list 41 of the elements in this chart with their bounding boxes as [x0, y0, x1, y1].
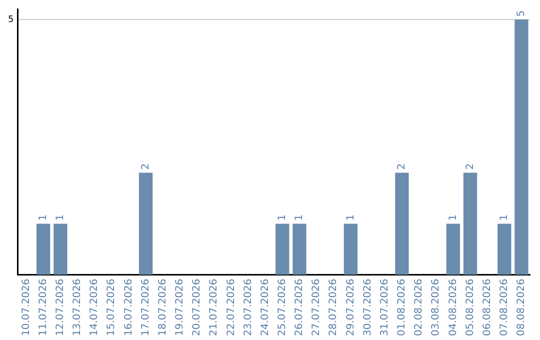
x-tick-label: 28.07.2026 [328, 278, 340, 336]
x-tick-label: 25.07.2026 [276, 278, 288, 336]
x-tick-label: 12.07.2026 [55, 278, 66, 336]
data-label: 5 [516, 10, 528, 17]
data-label: 1 [294, 214, 306, 221]
data-label: 2 [140, 163, 152, 170]
data-label: 1 [38, 214, 49, 221]
x-tick-label: 06.08.2026 [482, 278, 493, 336]
x-tick-label: 20.07.2026 [192, 278, 203, 336]
x-tick-label: 19.07.2026 [174, 278, 186, 336]
x-tick-label: 27.07.2026 [311, 278, 322, 336]
x-tick-label: 16.07.2026 [123, 278, 134, 336]
x-tick-label: 29.07.2026 [345, 278, 356, 336]
x-tick-label: 07.08.2026 [498, 278, 510, 336]
x-tick-label: 08.08.2026 [516, 278, 528, 336]
x-tick-label: 31.07.2026 [379, 278, 390, 336]
data-label: 1 [55, 214, 66, 221]
x-tick-label: 01.08.2026 [396, 278, 408, 336]
x-tick-label: 17.07.2026 [140, 278, 152, 336]
data-label: 1 [276, 214, 288, 221]
x-tick-label: 30.07.2026 [362, 278, 374, 336]
x-tick-label: 02.08.2026 [414, 278, 425, 336]
x-tick-label: 21.07.2026 [208, 278, 220, 336]
x-tick-label: 13.07.2026 [72, 278, 84, 336]
data-label: 1 [498, 214, 510, 221]
x-tick-label: 11.07.2026 [38, 278, 49, 336]
x-tick-label: 22.07.2026 [226, 278, 237, 336]
x-tick-label: 23.07.2026 [242, 278, 254, 336]
data-label: 2 [464, 163, 476, 170]
x-tick-label: 10.07.2026 [20, 278, 32, 336]
x-tick-label: 24.07.2026 [260, 278, 271, 336]
x-tick-label: 26.07.2026 [294, 278, 306, 336]
x-tick-label: 04.08.2026 [448, 278, 459, 336]
x-tick-label: 03.08.2026 [430, 278, 442, 336]
data-label: 1 [448, 214, 459, 221]
x-tick-label: 18.07.2026 [157, 278, 168, 336]
x-tick-label: 15.07.2026 [106, 278, 118, 336]
x-tick-label: 05.08.2026 [464, 278, 476, 336]
x-tick-label: 14.07.2026 [89, 278, 100, 336]
data-label: 2 [396, 163, 408, 170]
data-label: 1 [345, 214, 356, 221]
